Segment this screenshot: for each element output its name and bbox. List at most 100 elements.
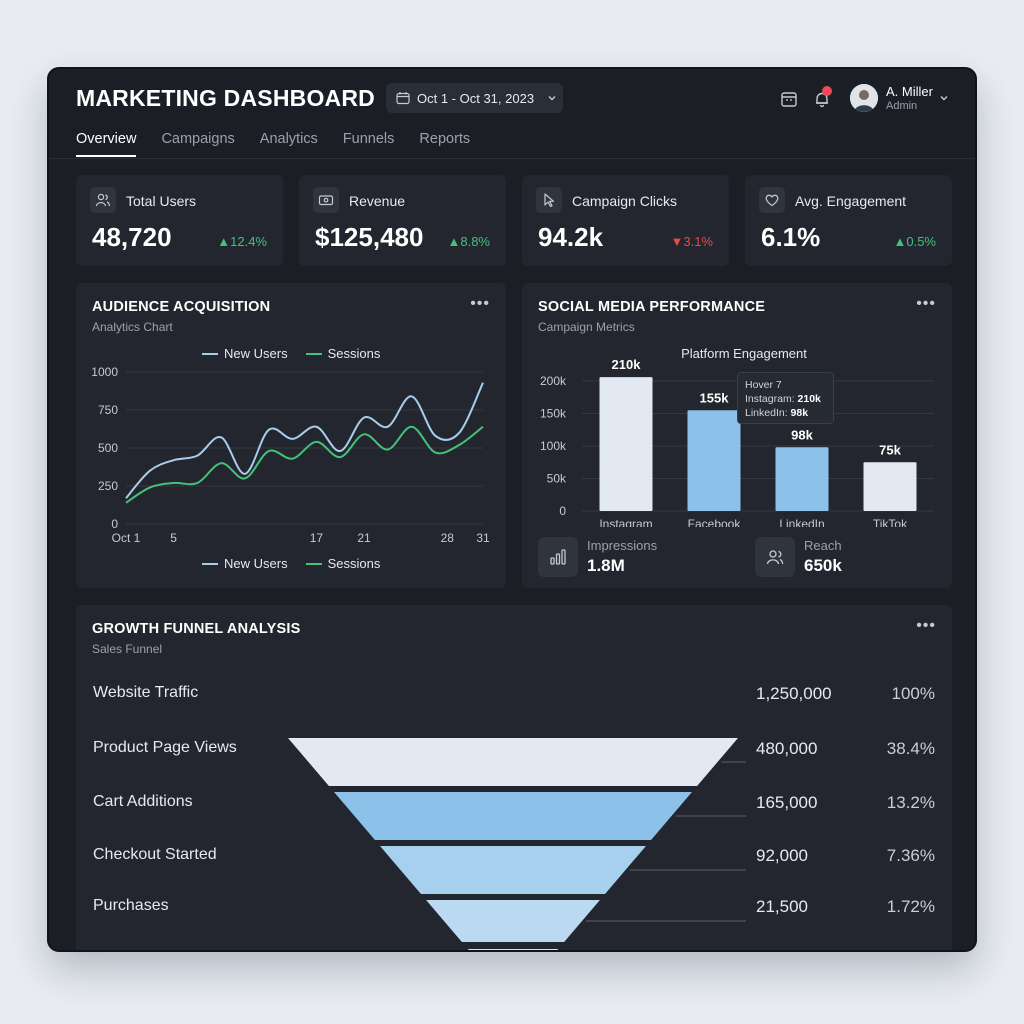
kpi-value: 6.1% xyxy=(761,222,821,252)
social-media-card: SOCIAL MEDIA PERFORMANCE Campaign Metric… xyxy=(522,283,952,588)
bar-facebook xyxy=(687,410,741,511)
y-tick-label: 50k xyxy=(547,472,567,486)
x-tick-label: 31 xyxy=(476,531,490,545)
bar-instagram xyxy=(599,377,653,511)
tab-funnels[interactable]: Funnels xyxy=(342,131,395,147)
sales-funnel-chart xyxy=(288,738,746,950)
chart-legend-bottom: New Users Sessions xyxy=(202,556,380,571)
cash-icon xyxy=(318,195,334,206)
dashboard-window: MARKETING DASHBOARD Oct 1 - Oct 31, 2023 xyxy=(47,67,977,952)
audience-line-chart: 0 250 500 750 1000 Oct 1 5 17 21 28 31 xyxy=(91,365,490,545)
funnel-stage-value: 1,250,000 xyxy=(756,684,832,703)
x-tick-label: Facebook xyxy=(688,517,742,527)
series-line-sessions xyxy=(125,425,484,504)
tab-reports[interactable]: Reports xyxy=(419,131,471,147)
legend-swatch xyxy=(202,562,218,565)
y-tick-label: 150k xyxy=(540,407,567,421)
more-options-icon[interactable]: ••• xyxy=(916,617,936,634)
funnel-stage-percent: 100% xyxy=(891,684,935,703)
date-range-label: Oct 1 - Oct 31, 2023 xyxy=(417,90,535,106)
calendar-icon xyxy=(396,92,410,105)
y-tick-label: 0 xyxy=(559,504,566,518)
x-tick-label: Instagram xyxy=(599,517,652,527)
tab-analytics[interactable]: Analytics xyxy=(259,131,318,147)
kpi-label: Total Users xyxy=(126,193,197,209)
bar-value-label: 75k xyxy=(879,442,901,457)
legend-swatch xyxy=(202,352,218,355)
y-tick-label: 200k xyxy=(540,374,567,388)
card-title: AUDIENCE ACQUISITION xyxy=(92,299,271,315)
chart-legend-top: New Users Sessions xyxy=(202,346,380,361)
legend-item[interactable]: Sessions xyxy=(305,556,380,571)
tab-campaigns[interactable]: Campaigns xyxy=(161,131,235,147)
metric-value: 1.8M xyxy=(587,556,625,575)
avatar[interactable] xyxy=(850,84,878,112)
kpi-delta: ▲0.5% xyxy=(893,234,936,249)
platform-bar-chart: Platform Engagement 0 50k 100k 150k 200k 210k I… xyxy=(540,346,934,527)
tooltip-line: Instagram: 210k xyxy=(745,393,821,405)
chart-title: Platform Engagement xyxy=(681,346,807,361)
chevron-down-icon[interactable] xyxy=(939,93,949,103)
tab-overview[interactable]: Overview xyxy=(76,131,137,157)
kpi-card-avg-engagement[interactable]: Avg. Engagement 6.1% ▲0.5% xyxy=(745,175,952,266)
card-subtitle: Analytics Chart xyxy=(92,320,173,334)
metric-label: Reach xyxy=(804,538,842,553)
y-tick-label: 250 xyxy=(98,479,118,493)
legend-item[interactable]: New Users xyxy=(202,346,288,361)
kpi-label: Campaign Clicks xyxy=(572,193,678,209)
card-subtitle: Campaign Metrics xyxy=(538,320,635,334)
trend-up-icon: ▲ xyxy=(217,234,231,249)
legend-item[interactable]: New Users xyxy=(202,556,288,571)
y-tick-label: 750 xyxy=(98,403,118,417)
kpi-value: 48,720 xyxy=(92,222,172,252)
x-tick-label: 28 xyxy=(441,531,455,545)
date-range-picker[interactable]: Oct 1 - Oct 31, 2023 xyxy=(386,83,563,113)
notification-badge xyxy=(822,86,832,96)
user-role: Admin xyxy=(886,100,918,112)
kpi-card-total-users[interactable]: Total Users 48,720 ▲12.4% xyxy=(76,175,283,266)
funnel-stage-percent: 7.36% xyxy=(886,846,935,865)
x-tick-label: TikTok xyxy=(873,517,908,527)
growth-funnel-card: GROWTH FUNNEL ANALYSIS Sales Funnel ••• … xyxy=(76,605,952,950)
funnel-stage-value: 92,000 xyxy=(756,846,808,865)
user-avatar-icon xyxy=(850,84,878,112)
card-subtitle: Sales Funnel xyxy=(92,642,163,656)
more-options-icon[interactable]: ••• xyxy=(470,295,490,312)
x-tick-label: LinkedIn xyxy=(779,517,824,527)
kpi-delta: ▼3.1% xyxy=(670,234,713,249)
funnel-stage-value: 21,500 xyxy=(756,897,808,916)
y-tick-label: 100k xyxy=(540,439,567,453)
funnel-stage-label: Cart Additions xyxy=(93,793,193,810)
funnel-stage-percent: 13.2% xyxy=(886,793,935,812)
kpi-card-revenue[interactable]: Revenue $125,480 ▲8.8% xyxy=(299,175,506,266)
y-tick-label: 1000 xyxy=(91,365,118,379)
y-tick-label: 0 xyxy=(111,517,118,531)
header: MARKETING DASHBOARD Oct 1 - Oct 31, 2023 xyxy=(49,69,975,159)
funnel-stage-value: 480,000 xyxy=(756,739,818,758)
tooltip-line: LinkedIn: 98k xyxy=(745,407,809,419)
funnel-stage-percent: 38.4% xyxy=(886,739,935,758)
trend-up-icon: ▲ xyxy=(447,234,461,249)
user-name: A. Miller xyxy=(886,84,933,99)
bar-tiktok xyxy=(863,462,917,511)
tooltip-title: Hover 7 xyxy=(745,379,782,391)
calendar-grid-icon[interactable] xyxy=(780,90,798,108)
legend-item[interactable]: Sessions xyxy=(305,346,380,361)
card-title: SOCIAL MEDIA PERFORMANCE xyxy=(538,299,766,315)
kpi-card-campaign-clicks[interactable]: Campaign Clicks 94.2k ▼3.1% xyxy=(522,175,729,266)
kpi-delta: ▲8.8% xyxy=(447,234,490,249)
legend-swatch xyxy=(305,352,322,355)
funnel-stage-value: 165,000 xyxy=(756,793,818,812)
bar-value-label: 210k xyxy=(612,357,642,372)
x-tick-label: Oct 1 xyxy=(112,531,141,545)
trend-up-icon: ▲ xyxy=(893,234,907,249)
bar-chart-icon xyxy=(550,549,566,565)
users-icon xyxy=(95,193,111,207)
x-tick-label: 17 xyxy=(310,531,324,545)
chart-tooltip: Hover 7 Instagram: 210k LinkedIn: 98k xyxy=(737,372,834,424)
heart-icon xyxy=(765,194,779,207)
bar-linkedin xyxy=(775,447,829,511)
funnel-stage-4 xyxy=(426,900,600,942)
more-options-icon[interactable]: ••• xyxy=(916,295,936,312)
x-tick-label: 21 xyxy=(357,531,371,545)
